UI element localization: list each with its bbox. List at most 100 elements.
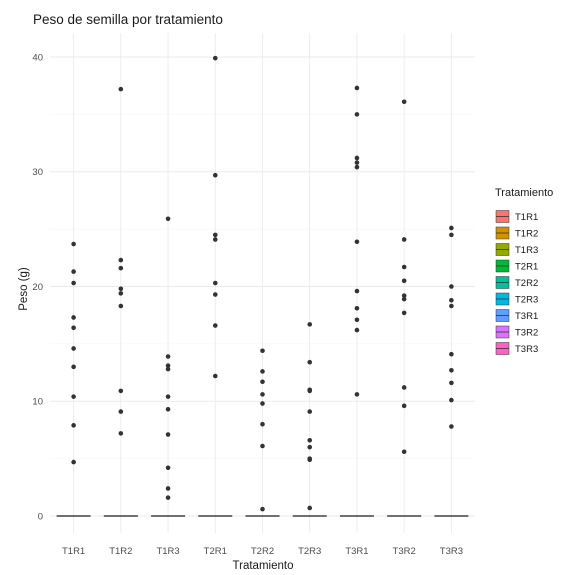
data-point — [354, 288, 360, 294]
data-point — [212, 232, 218, 238]
data-point — [260, 506, 265, 512]
data-point — [401, 278, 407, 284]
data-point — [449, 424, 454, 429]
legend-label: T1R2 — [515, 228, 538, 239]
data-point — [401, 264, 407, 270]
x-tick-label: T2R3 — [298, 546, 321, 557]
data-point — [260, 392, 265, 397]
data-point — [354, 317, 360, 323]
data-point — [212, 55, 218, 61]
data-point — [260, 379, 265, 385]
data-point — [165, 366, 171, 372]
data-point — [401, 293, 407, 298]
y-tick-label: 0 — [38, 511, 43, 522]
data-point — [307, 359, 313, 365]
data-point — [118, 388, 124, 394]
legend-label: T3R2 — [515, 327, 538, 338]
data-point — [71, 423, 76, 428]
data-point — [401, 310, 407, 316]
data-point — [307, 505, 313, 511]
y-axis-label: Peso (g) — [18, 267, 30, 311]
y-tick-label: 40 — [32, 52, 43, 63]
data-point — [212, 373, 218, 379]
data-point — [71, 241, 76, 247]
data-point — [165, 216, 171, 222]
data-point — [449, 380, 454, 386]
data-point — [449, 297, 454, 303]
data-point — [71, 325, 76, 331]
data-point — [118, 303, 124, 309]
data-point — [449, 232, 454, 238]
data-point — [71, 364, 76, 370]
data-point — [165, 406, 171, 412]
data-point — [165, 486, 171, 491]
data-point — [71, 280, 76, 286]
data-point — [401, 99, 407, 105]
x-tick-label: T3R3 — [440, 546, 463, 557]
y-tick-label: 30 — [32, 167, 43, 178]
data-point — [307, 444, 313, 450]
data-point — [260, 443, 265, 449]
x-tick-label: T2R2 — [251, 546, 274, 557]
x-tick-label: T1R3 — [156, 546, 179, 557]
data-point — [449, 303, 454, 309]
data-point — [354, 112, 360, 117]
data-point — [354, 306, 360, 311]
x-tick-label: T2R1 — [204, 546, 227, 557]
data-point — [71, 459, 76, 465]
x-tick-label: T1R2 — [109, 546, 132, 557]
data-point — [212, 280, 218, 286]
data-point — [449, 284, 454, 289]
data-point — [71, 346, 76, 351]
data-point — [354, 327, 360, 333]
data-point — [307, 437, 313, 443]
data-point — [449, 225, 454, 231]
x-tick-label: T1R1 — [62, 546, 85, 557]
data-point — [354, 239, 360, 245]
data-points — [71, 55, 454, 512]
data-point — [401, 403, 407, 409]
data-point — [354, 155, 360, 161]
data-point — [212, 323, 218, 328]
data-point — [260, 421, 265, 427]
grid — [50, 33, 475, 533]
data-point — [354, 85, 360, 91]
legend-label: T3R3 — [515, 344, 538, 355]
legend: Tratamiento T1R1 T1R2 T1R3 T2R1 T2R2 T2R3 T3R1… — [495, 187, 553, 355]
data-point — [71, 394, 76, 399]
data-point — [71, 315, 76, 320]
data-point — [449, 397, 454, 403]
data-point — [165, 432, 171, 437]
data-point — [401, 237, 407, 242]
legend-label: T3R1 — [515, 311, 538, 322]
data-point — [260, 401, 265, 406]
data-point — [118, 86, 124, 92]
y-axis-ticks: 0 10 20 30 40 — [32, 52, 43, 522]
data-point — [260, 348, 265, 354]
legend-title: Tratamiento — [495, 187, 553, 199]
legend-label: T2R2 — [515, 278, 538, 289]
data-point — [401, 385, 407, 390]
data-point — [354, 164, 360, 170]
legend-label: T1R3 — [515, 245, 538, 256]
data-point — [71, 269, 76, 274]
x-tick-label: T3R2 — [393, 546, 416, 557]
data-point — [307, 322, 313, 327]
data-point — [118, 265, 124, 271]
data-point — [165, 363, 171, 368]
legend-label: T2R1 — [515, 261, 538, 272]
legend-label: T2R3 — [515, 294, 538, 305]
data-point — [401, 449, 407, 455]
data-point — [212, 172, 218, 178]
data-point — [307, 409, 313, 414]
data-point — [165, 495, 171, 500]
data-point — [118, 431, 124, 436]
data-point — [449, 367, 454, 373]
data-point — [354, 160, 360, 165]
data-point — [118, 257, 124, 263]
y-tick-label: 20 — [32, 282, 43, 293]
chart-title: Peso de semilla por tratamiento — [33, 12, 223, 27]
data-point — [165, 354, 171, 359]
data-point — [212, 237, 218, 242]
